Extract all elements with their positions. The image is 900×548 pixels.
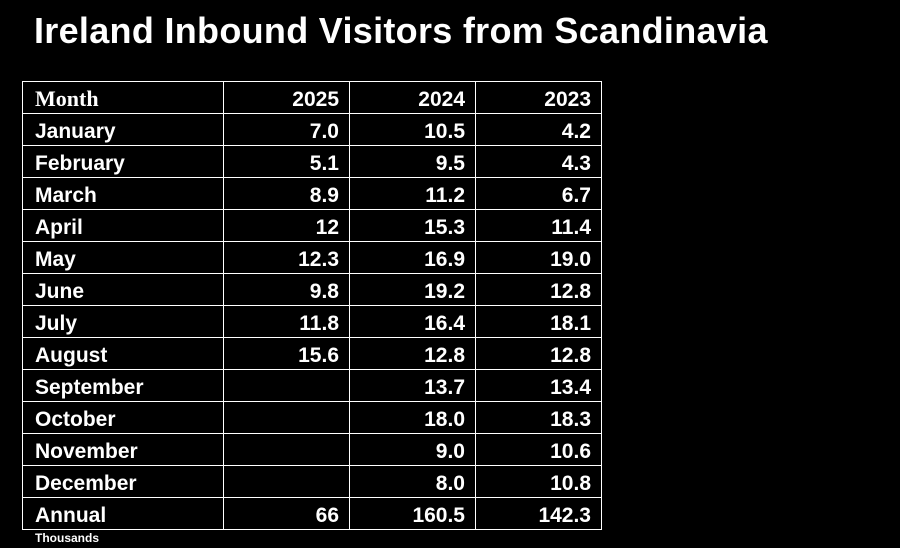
table-row: January 7.0 10.5 4.2 <box>22 113 602 146</box>
value-2024: 11.2 <box>349 177 476 210</box>
month-cell: March <box>22 177 224 210</box>
month-cell: October <box>22 401 224 434</box>
table-row: June 9.8 19.2 12.8 <box>22 273 602 306</box>
unit-footnote: Thousands <box>35 531 100 545</box>
value-2025: 11.8 <box>223 305 350 338</box>
value-2023: 142.3 <box>475 497 602 530</box>
value-2025 <box>223 369 350 402</box>
page-title: Ireland Inbound Visitors from Scandinavi… <box>34 10 768 51</box>
table-row: October 18.0 18.3 <box>22 401 602 434</box>
value-2024: 8.0 <box>349 465 476 498</box>
value-2025 <box>223 401 350 434</box>
value-2025: 15.6 <box>223 337 350 370</box>
value-2024: 19.2 <box>349 273 476 306</box>
table-row: March 8.9 11.2 6.7 <box>22 177 602 210</box>
value-2023: 18.1 <box>475 305 602 338</box>
value-2024: 18.0 <box>349 401 476 434</box>
value-2025 <box>223 433 350 466</box>
month-cell: August <box>22 337 224 370</box>
value-2024: 10.5 <box>349 113 476 146</box>
month-cell: April <box>22 209 224 242</box>
table-row: September 13.7 13.4 <box>22 369 602 402</box>
value-2023: 12.8 <box>475 337 602 370</box>
value-2024: 13.7 <box>349 369 476 402</box>
value-2023: 11.4 <box>475 209 602 242</box>
month-cell: June <box>22 273 224 306</box>
month-cell: November <box>22 433 224 466</box>
column-header-month: Month <box>22 81 224 114</box>
value-2025: 9.8 <box>223 273 350 306</box>
value-2025 <box>223 465 350 498</box>
month-cell: May <box>22 241 224 274</box>
value-2025: 66 <box>223 497 350 530</box>
value-2023: 18.3 <box>475 401 602 434</box>
value-2025: 8.9 <box>223 177 350 210</box>
header-row: Month 2025 2024 2023 <box>22 81 602 114</box>
value-2024: 15.3 <box>349 209 476 242</box>
value-2025: 12 <box>223 209 350 242</box>
value-2024: 9.5 <box>349 145 476 178</box>
column-header-2023: 2023 <box>475 81 602 114</box>
month-cell: September <box>22 369 224 402</box>
value-2023: 12.8 <box>475 273 602 306</box>
table-row: Annual 66 160.5 142.3 <box>22 497 602 530</box>
value-2025: 12.3 <box>223 241 350 274</box>
value-2023: 13.4 <box>475 369 602 402</box>
month-cell: February <box>22 145 224 178</box>
table-row: February 5.1 9.5 4.3 <box>22 145 602 178</box>
column-header-2025: 2025 <box>223 81 350 114</box>
table-row: November 9.0 10.6 <box>22 433 602 466</box>
value-2023: 10.6 <box>475 433 602 466</box>
value-2024: 160.5 <box>349 497 476 530</box>
value-2025: 5.1 <box>223 145 350 178</box>
value-2024: 16.4 <box>349 305 476 338</box>
value-2023: 19.0 <box>475 241 602 274</box>
value-2024: 16.9 <box>349 241 476 274</box>
table-row: August 15.6 12.8 12.8 <box>22 337 602 370</box>
month-cell: Annual <box>22 497 224 530</box>
table-row: December 8.0 10.8 <box>22 465 602 498</box>
column-header-2024: 2024 <box>349 81 476 114</box>
value-2025: 7.0 <box>223 113 350 146</box>
value-2023: 4.2 <box>475 113 602 146</box>
month-cell: December <box>22 465 224 498</box>
month-cell: July <box>22 305 224 338</box>
table-row: July 11.8 16.4 18.1 <box>22 305 602 338</box>
table-row: April 12 15.3 11.4 <box>22 209 602 242</box>
value-2023: 4.3 <box>475 145 602 178</box>
table-row: May 12.3 16.9 19.0 <box>22 241 602 274</box>
value-2024: 12.8 <box>349 337 476 370</box>
value-2023: 10.8 <box>475 465 602 498</box>
value-2024: 9.0 <box>349 433 476 466</box>
month-cell: January <box>22 113 224 146</box>
table-body: January 7.0 10.5 4.2 February 5.1 9.5 4.3 March 8… <box>22 113 602 530</box>
value-2023: 6.7 <box>475 177 602 210</box>
visitors-table: Month 2025 2024 2023 January 7.0 10.5 4.2 Fe… <box>22 81 602 530</box>
